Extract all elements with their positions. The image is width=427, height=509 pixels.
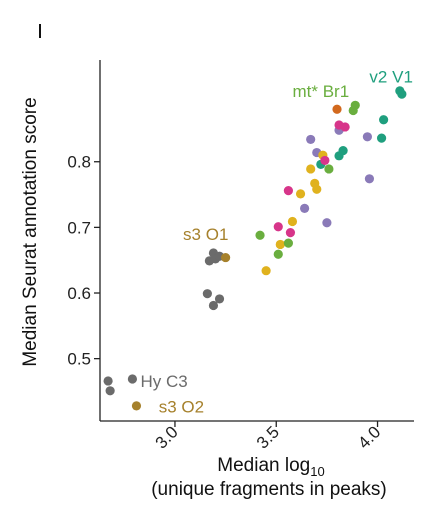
data-point — [103, 376, 113, 386]
data-point — [324, 164, 334, 174]
y-tick-label: 0.8 — [67, 153, 91, 172]
annotation-label: Hy C3 — [141, 372, 188, 391]
data-point — [221, 252, 231, 263]
data-point — [376, 133, 387, 143]
x-axis-title-line2: (unique fragments in peaks) — [151, 479, 387, 500]
x-axis-title-prefix: Median log — [217, 455, 310, 476]
data-point — [273, 222, 283, 232]
data-point — [285, 228, 296, 238]
data-point — [275, 239, 285, 250]
data-point — [208, 300, 219, 311]
data-point — [350, 100, 360, 110]
y-tick-label: 0.6 — [67, 284, 91, 303]
data-point — [295, 189, 306, 199]
x-tick-label: 4.0 — [354, 422, 384, 452]
data-point — [287, 216, 298, 227]
annotation-label: v2 V1 — [369, 67, 412, 86]
data-points — [103, 86, 407, 411]
data-point — [306, 164, 316, 174]
x-tick-label: 3.5 — [253, 422, 283, 452]
y-axis-ticks: 0.5 0.6 0.7 0.8 — [67, 153, 100, 369]
data-point — [283, 238, 293, 248]
data-point — [312, 184, 322, 194]
annotation-label: mt* Br1 — [292, 82, 349, 101]
data-point — [362, 132, 373, 142]
data-point — [397, 89, 407, 99]
data-point — [322, 218, 332, 228]
x-axis-ticks: 3.0 3.5 4.0 — [152, 421, 384, 453]
data-point — [332, 104, 342, 114]
data-point — [300, 203, 310, 213]
annotation-label: s3 O1 — [183, 225, 228, 244]
data-point — [105, 386, 115, 396]
y-tick-label: 0.7 — [67, 218, 91, 237]
data-point — [214, 294, 225, 304]
data-point — [283, 186, 293, 196]
data-point — [202, 289, 212, 299]
data-point — [255, 230, 265, 240]
data-point — [261, 266, 271, 276]
data-point — [340, 122, 350, 132]
annotations: mt* Br1 v2 V1 s3 O1 Hy C3 s3 O2 — [141, 67, 413, 416]
x-tick-label: 3.0 — [152, 422, 182, 452]
x-axis-title-line1: Median log10 — [217, 455, 324, 479]
data-point — [273, 249, 283, 259]
y-axis-title: Median Seurat annotation score — [20, 97, 41, 366]
data-point — [364, 174, 375, 184]
data-point — [306, 134, 316, 145]
data-point — [338, 145, 348, 156]
data-point — [379, 115, 389, 125]
data-point — [131, 401, 142, 411]
data-point — [320, 155, 330, 166]
data-point — [127, 374, 138, 384]
y-tick-label: 0.5 — [67, 350, 91, 369]
annotation-label: s3 O2 — [159, 398, 204, 417]
x-axis-title-subscript: 10 — [310, 464, 324, 479]
